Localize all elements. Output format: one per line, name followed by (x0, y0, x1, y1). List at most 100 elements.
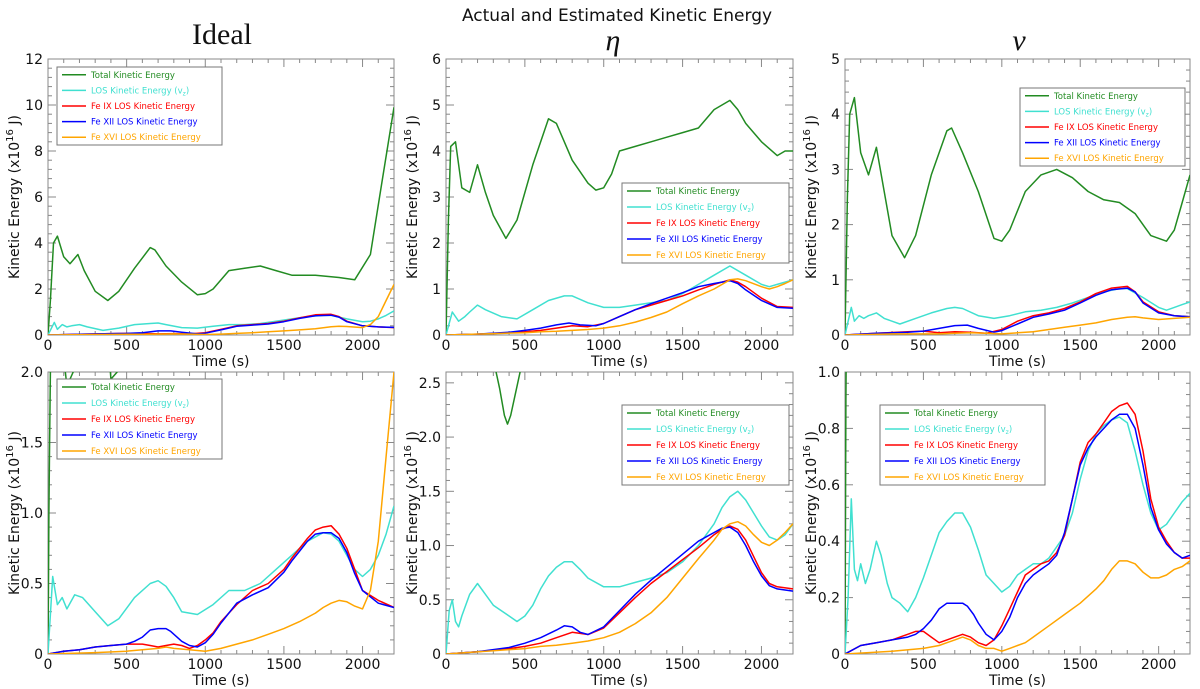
series-line-los-kinetic-energy-v-z- (446, 265, 793, 335)
legend-label: LOS Kinetic Energy (vz) (914, 425, 1012, 436)
x-tick-label: 1000 (984, 338, 1020, 354)
y-tick-label: 0 (432, 647, 441, 663)
legend-label: Fe XII LOS Kinetic Energy (656, 235, 763, 245)
x-tick-label: 0 (841, 338, 850, 354)
legend-label: Total Kinetic Energy (655, 409, 740, 419)
y-tick-label: 6 (34, 190, 43, 206)
x-axis-label: Time (s) (590, 673, 648, 689)
y-tick-label: 0 (432, 328, 441, 344)
column-title-eta: η (606, 24, 621, 57)
x-tick-label: 500 (511, 338, 538, 354)
y-tick-label: 1 (432, 282, 441, 298)
x-tick-label: 0 (44, 338, 53, 354)
series-line-fe-xii-los-kinetic-energy (48, 531, 394, 654)
x-tick-label: 0 (44, 657, 53, 673)
x-tick-label: 0 (841, 657, 850, 673)
y-tick-label: 2 (831, 218, 840, 234)
x-axis-label: Time (s) (192, 673, 250, 689)
legend-label: Fe IX LOS Kinetic Energy (91, 102, 195, 112)
series-line-fe-xii-los-kinetic-energy (48, 314, 394, 335)
y-tick-label: 0 (34, 328, 43, 344)
x-tick-label: 1500 (665, 338, 701, 354)
series-line-fe-ix-los-kinetic-energy (48, 524, 394, 654)
x-axis-label: Time (s) (988, 354, 1046, 370)
x-tick-label: 500 (910, 338, 937, 354)
y-tick-label: 2 (432, 236, 441, 252)
legend-label: Fe IX LOS Kinetic Energy (656, 441, 760, 451)
y-tick-label: 4 (432, 144, 441, 160)
series-line-fe-xvi-los-kinetic-energy (446, 520, 793, 654)
x-tick-label: 2000 (345, 657, 381, 673)
legend-label: Total Kinetic Energy (655, 187, 740, 197)
series-line-los-kinetic-energy-v-z- (845, 416, 1190, 654)
series-line-fe-xvi-los-kinetic-energy (48, 284, 394, 335)
series-line-total-kinetic-energy (495, 372, 521, 425)
y-tick-label: 0.5 (419, 593, 441, 609)
panel-ideal-full: 0 500 1000 1500 2000 0 2 4 6 8 10 12 Time (s) Kinetic… (5, 52, 395, 370)
x-tick-label: 1500 (266, 657, 302, 673)
legend-label: LOS Kinetic Energy (vz) (656, 203, 754, 214)
y-tick-label: 2.5 (419, 376, 441, 392)
series-group (446, 372, 793, 654)
x-tick-label: 2000 (345, 338, 381, 354)
legend-label: Fe XVI LOS Kinetic Energy (656, 473, 766, 483)
legend: Total Kinetic Energy LOS Kinetic Energy (… (1019, 87, 1186, 167)
series-group (845, 372, 1190, 654)
legend-label: Fe IX LOS Kinetic Energy (656, 219, 760, 229)
series-line-los-kinetic-energy-v-z- (48, 505, 394, 654)
legend-label: Total Kinetic Energy (90, 71, 175, 81)
legend-label: Fe XII LOS Kinetic Energy (914, 457, 1021, 467)
y-axis-label: Kinetic Energy (x1016 J) (802, 115, 820, 279)
y-tick-label: 1 (831, 273, 840, 289)
panel-ideal-zoom: 0 500 1000 1500 2000 0 0.5 1.0 1.5 2.0 Time (s) Kin… (5, 231, 395, 689)
y-tick-label: 0.6 (818, 478, 840, 494)
series-line-total-kinetic-energy (845, 96, 1190, 335)
y-tick-label: 8 (34, 144, 43, 160)
y-tick-label: 0.8 (818, 421, 840, 437)
legend-label: Total Kinetic Energy (90, 383, 175, 393)
x-tick-label: 1000 (586, 338, 622, 354)
legend-label: Fe XVI LOS Kinetic Energy (914, 473, 1024, 483)
x-tick-label: 1000 (586, 657, 622, 673)
panel-eta-zoom: 0 500 1000 1500 2000 0 0.5 1.0 1.5 2.0 2.5 Time (s)… (403, 371, 794, 689)
y-tick-label: 0.2 (818, 591, 840, 607)
series-line-total-kinetic-energy (446, 99, 793, 335)
x-tick-label: 500 (910, 657, 937, 673)
legend-label: Total Kinetic Energy (913, 409, 998, 419)
series-line-fe-xvi-los-kinetic-energy (845, 560, 1190, 654)
x-tick-label: 0 (442, 657, 451, 673)
y-tick-label: 1.0 (419, 539, 441, 555)
y-tick-label: 3 (432, 190, 441, 206)
legend-label: LOS Kinetic Energy (vz) (91, 86, 189, 97)
legend-label: Fe XVI LOS Kinetic Energy (656, 251, 766, 261)
series-group (446, 99, 793, 335)
legend-label: Fe XII LOS Kinetic Energy (1054, 139, 1161, 149)
legend-label: Fe IX LOS Kinetic Energy (1054, 123, 1158, 133)
legend-label: Fe XVI LOS Kinetic Energy (91, 133, 201, 143)
legend: Total Kinetic Energy LOS Kinetic Energy (… (621, 182, 790, 264)
panel-nu-zoom: 0 500 1000 1500 2000 0 0.2 0.4 0.6 0.8 1.0 Time (s)… (802, 365, 1191, 689)
series-line-fe-xii-los-kinetic-energy (446, 279, 793, 335)
legend-label: Fe XII LOS Kinetic Energy (91, 118, 198, 128)
x-axis-label: Time (s) (590, 354, 648, 370)
x-tick-label: 500 (113, 657, 140, 673)
series-line-fe-xvi-los-kinetic-energy (446, 278, 793, 335)
legend-label: LOS Kinetic Energy (vz) (91, 399, 189, 410)
panel-eta-full: 0 500 1000 1500 2000 0 1 2 3 4 5 6 Time (s) Kinetic E… (403, 52, 794, 370)
y-tick-label: 5 (432, 98, 441, 114)
y-tick-label: 1.5 (419, 484, 441, 500)
x-axis-label: Time (s) (988, 673, 1046, 689)
column-title-nu: ν (1012, 24, 1026, 57)
y-tick-label: 0.5 (21, 577, 43, 593)
legend-label: LOS Kinetic Energy (vz) (656, 425, 754, 436)
legend-label: LOS Kinetic Energy (vz) (1054, 107, 1152, 118)
legend-label: Fe IX LOS Kinetic Energy (91, 415, 195, 425)
series-line-total-kinetic-energy (375, 231, 394, 330)
y-tick-label: 2.0 (21, 365, 43, 381)
y-tick-label: 3 (831, 162, 840, 178)
x-tick-label: 1500 (1062, 338, 1098, 354)
series-line-fe-xii-los-kinetic-energy (446, 526, 793, 654)
y-tick-label: 12 (25, 52, 43, 68)
